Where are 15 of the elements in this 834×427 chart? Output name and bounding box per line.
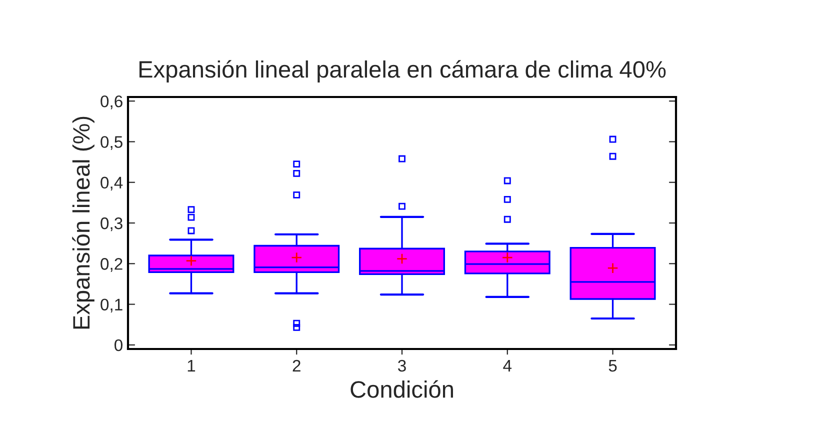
x-tick-label: 2 [292, 360, 300, 372]
x-tick-label: 4 [503, 360, 512, 372]
y-tick-label: 0,3 [100, 217, 122, 232]
x-tick-label: 1 [188, 360, 196, 372]
y-axis-title: Expansión lineal (%) [72, 116, 94, 329]
y-tick-label: 0,5 [100, 136, 122, 150]
chart-title: Expansión lineal paralela en cámara de clima 40% [139, 60, 666, 82]
x-tick-label: 3 [398, 360, 406, 372]
y-tick-label: 0,2 [100, 258, 122, 272]
x-axis-title: Condición [350, 380, 453, 398]
y-tick-label: 0,1 [100, 298, 122, 312]
y-tick-label: 0,4 [100, 176, 123, 191]
x-tick-label: 5 [608, 360, 617, 372]
y-tick-label: 0,6 [100, 95, 122, 110]
y-tick-label: 0 [114, 339, 122, 352]
